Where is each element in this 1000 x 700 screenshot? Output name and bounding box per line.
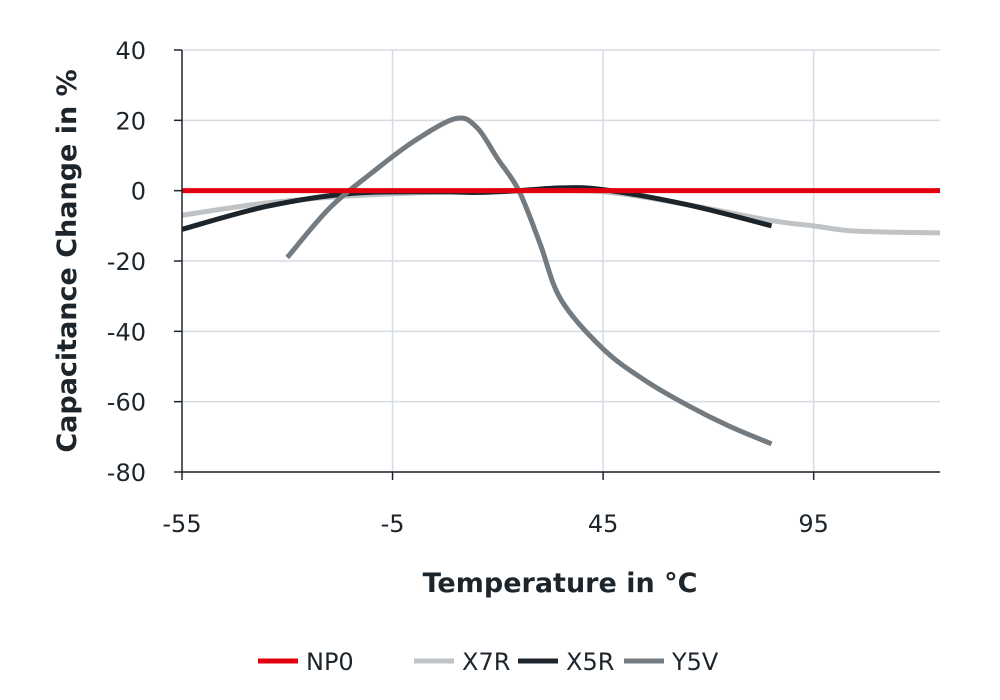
x-axis-label: Temperature in °C xyxy=(423,568,698,599)
legend-label-x5r: X5R xyxy=(566,648,614,676)
x-tick-label: -55 xyxy=(162,510,201,538)
y-tick-label: 40 xyxy=(115,37,146,65)
y-tick-label: 0 xyxy=(131,178,146,206)
series-line-x5r xyxy=(181,185,773,232)
y-axis-label: Capacitance Change in % xyxy=(52,69,83,452)
grid xyxy=(182,49,940,473)
series-line-x7r xyxy=(181,187,941,236)
y-tick-label: -80 xyxy=(107,459,146,487)
series-group xyxy=(181,115,941,447)
y-tick-label: -20 xyxy=(107,248,146,276)
y-tick-label: -40 xyxy=(107,318,146,346)
y-tick-label: -60 xyxy=(107,389,146,417)
axes: 40 20 0 -20 -40 -60 -80 -55 -5 45 95 xyxy=(107,37,940,538)
x-tick-label: -5 xyxy=(381,510,405,538)
legend: NP0 X7R X5R Y5V xyxy=(258,648,719,676)
legend-label-y5v: Y5V xyxy=(671,648,719,676)
y-tick-label: 20 xyxy=(115,107,146,135)
x-tick-label: 95 xyxy=(798,510,829,538)
legend-label-x7r: X7R xyxy=(462,648,510,676)
legend-label-np0: NP0 xyxy=(306,648,354,676)
series-line-y5v xyxy=(285,115,773,447)
x-tick-label: 45 xyxy=(588,510,619,538)
